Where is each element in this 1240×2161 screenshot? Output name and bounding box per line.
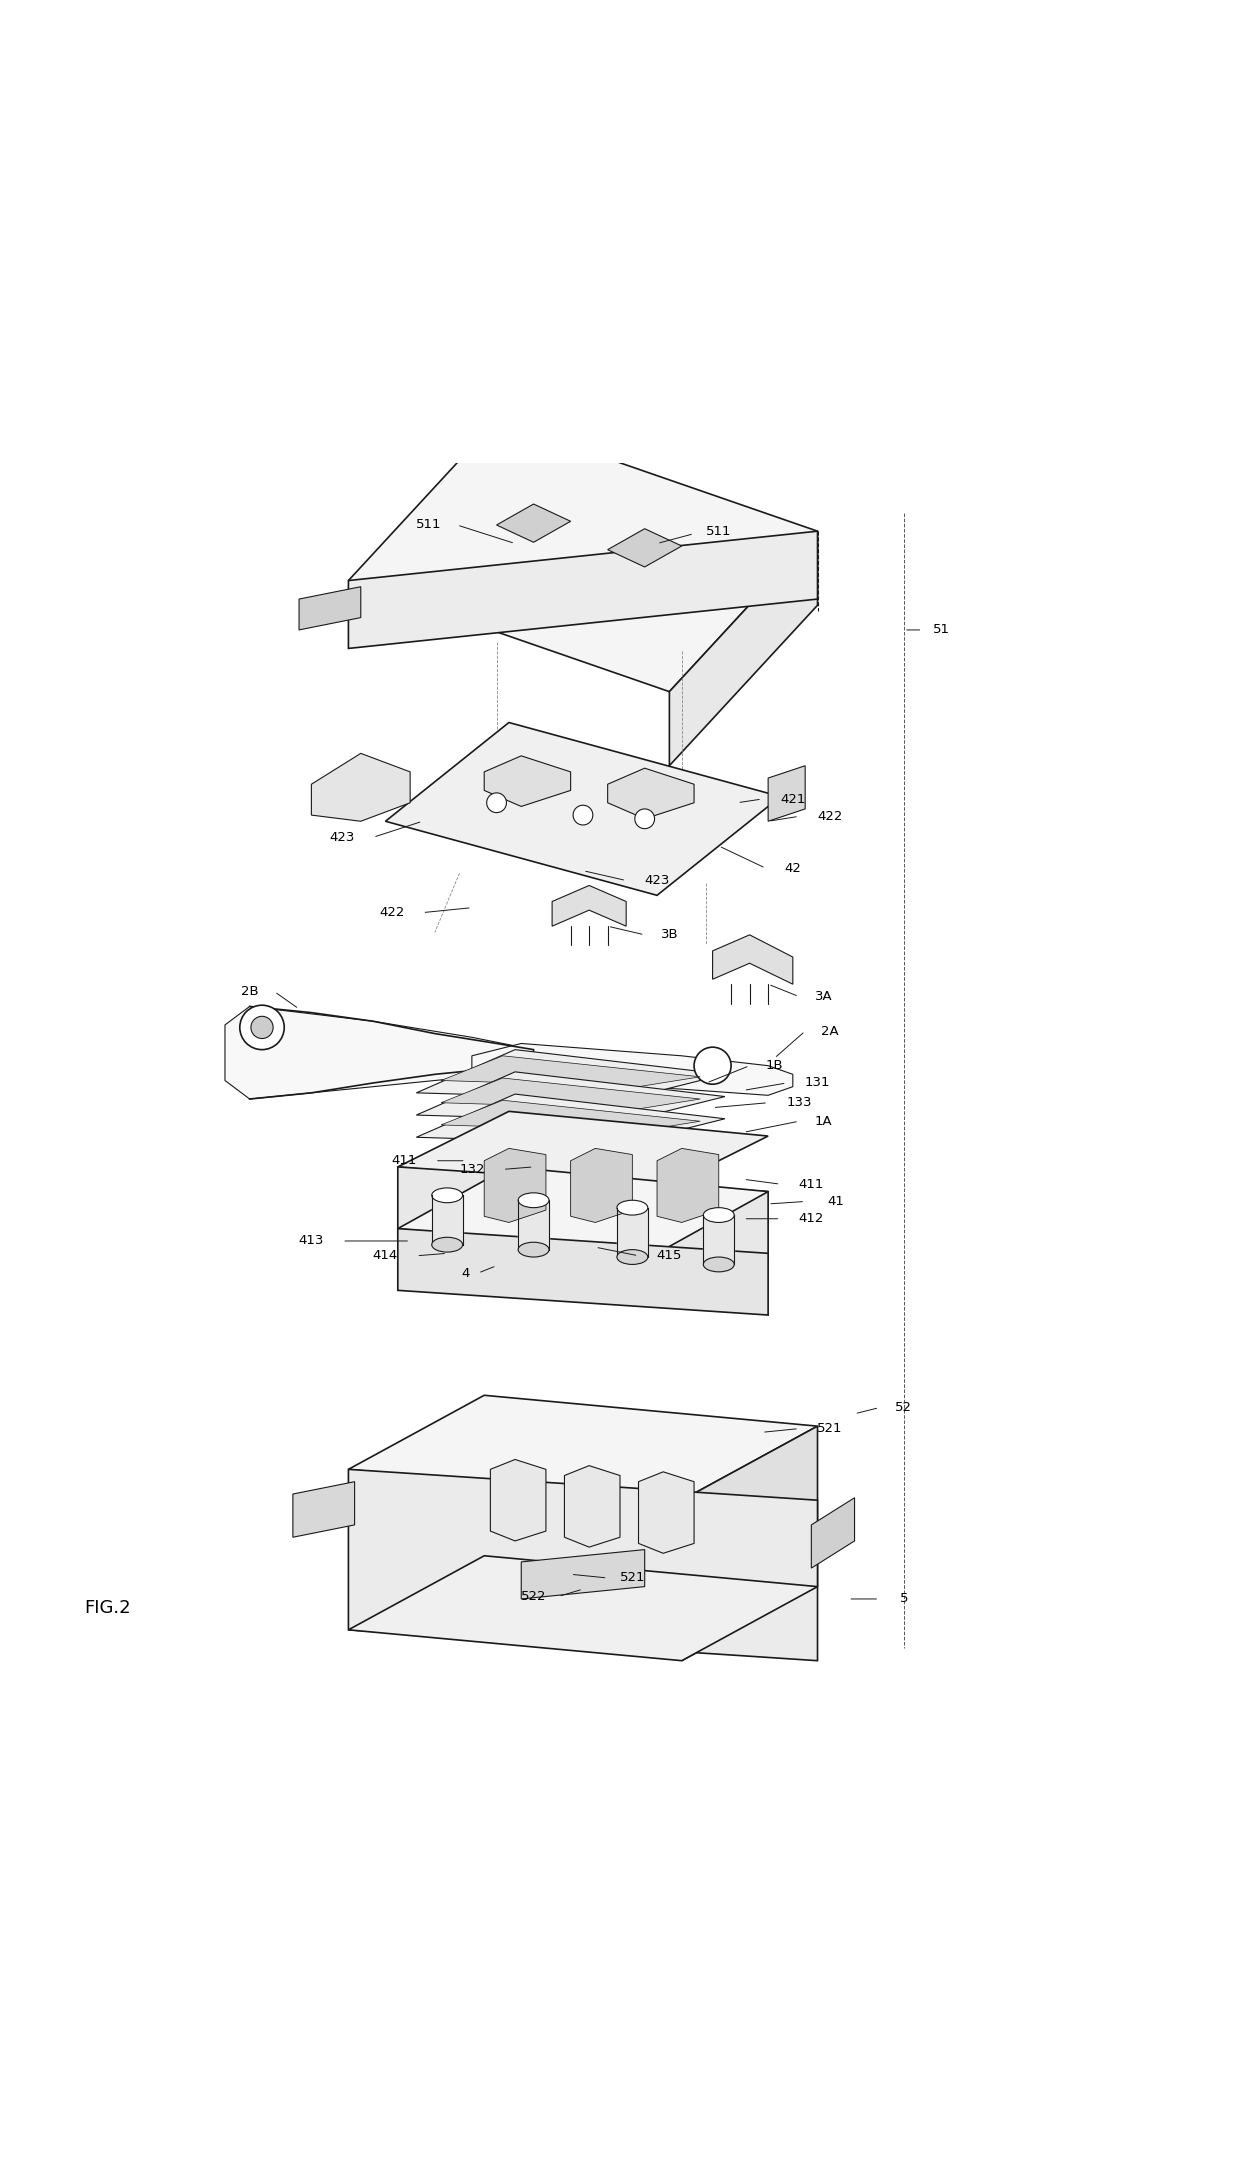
Text: 521: 521 (620, 1571, 645, 1584)
Text: 133: 133 (786, 1096, 812, 1109)
Polygon shape (472, 1044, 792, 1096)
Circle shape (250, 1016, 273, 1039)
Text: 422: 422 (817, 810, 842, 823)
Polygon shape (311, 754, 410, 821)
Polygon shape (608, 767, 694, 819)
Text: 132: 132 (459, 1163, 485, 1176)
Text: 423: 423 (645, 873, 670, 886)
Polygon shape (570, 1147, 632, 1223)
Polygon shape (484, 756, 570, 806)
Text: 411: 411 (799, 1178, 825, 1191)
Polygon shape (417, 1072, 725, 1122)
Circle shape (635, 808, 655, 828)
Text: 4: 4 (461, 1266, 470, 1279)
Ellipse shape (618, 1249, 647, 1264)
Text: 422: 422 (379, 905, 404, 918)
Circle shape (486, 793, 506, 813)
Text: 1A: 1A (815, 1115, 832, 1128)
Ellipse shape (432, 1238, 463, 1251)
Circle shape (239, 1005, 284, 1050)
Circle shape (573, 806, 593, 826)
Polygon shape (417, 1093, 725, 1143)
Text: 522: 522 (521, 1590, 547, 1603)
Polygon shape (398, 1167, 768, 1253)
Polygon shape (348, 1396, 817, 1500)
Text: 414: 414 (373, 1249, 398, 1262)
Text: 3B: 3B (661, 929, 678, 942)
Text: 521: 521 (817, 1422, 843, 1435)
Text: 411: 411 (392, 1154, 417, 1167)
Polygon shape (398, 1167, 768, 1260)
Polygon shape (552, 886, 626, 927)
Text: 3A: 3A (815, 990, 832, 1003)
Text: 421: 421 (780, 793, 806, 806)
Polygon shape (703, 1214, 734, 1264)
Polygon shape (348, 419, 817, 692)
Polygon shape (518, 1199, 549, 1249)
Circle shape (694, 1048, 732, 1085)
Polygon shape (398, 1111, 768, 1191)
Ellipse shape (618, 1199, 647, 1214)
Polygon shape (417, 1050, 725, 1100)
Polygon shape (768, 765, 805, 821)
Polygon shape (657, 1147, 719, 1223)
Text: 52: 52 (895, 1400, 913, 1413)
Text: 415: 415 (657, 1249, 682, 1262)
Ellipse shape (518, 1243, 549, 1258)
Text: 131: 131 (805, 1076, 831, 1089)
Polygon shape (521, 1549, 645, 1599)
Text: 1B: 1B (765, 1059, 784, 1072)
Ellipse shape (703, 1208, 734, 1223)
Text: 412: 412 (799, 1212, 825, 1225)
Polygon shape (299, 588, 361, 629)
Text: 423: 423 (330, 830, 355, 843)
Text: 511: 511 (415, 519, 441, 532)
Polygon shape (484, 1147, 546, 1223)
Text: 41: 41 (827, 1195, 844, 1208)
Polygon shape (398, 1230, 768, 1316)
Text: FIG.2: FIG.2 (84, 1599, 131, 1616)
Polygon shape (496, 504, 570, 542)
Polygon shape (441, 1078, 701, 1109)
Polygon shape (490, 1459, 546, 1541)
Ellipse shape (518, 1193, 549, 1208)
Polygon shape (670, 532, 817, 765)
Text: 511: 511 (706, 525, 732, 538)
Text: 413: 413 (299, 1234, 324, 1247)
Polygon shape (441, 1057, 701, 1087)
Polygon shape (432, 1195, 463, 1245)
Text: 2B: 2B (241, 985, 258, 998)
Polygon shape (682, 1426, 817, 1660)
Polygon shape (348, 1469, 817, 1660)
Polygon shape (811, 1498, 854, 1569)
Text: 51: 51 (932, 622, 950, 637)
Polygon shape (639, 1472, 694, 1554)
Polygon shape (618, 1208, 647, 1258)
Polygon shape (564, 1465, 620, 1547)
Polygon shape (224, 1007, 533, 1100)
Text: 2A: 2A (821, 1024, 838, 1037)
Text: 42: 42 (785, 862, 801, 875)
Ellipse shape (703, 1258, 734, 1273)
Polygon shape (348, 1556, 817, 1660)
Polygon shape (386, 722, 780, 895)
Polygon shape (441, 1100, 701, 1130)
Polygon shape (348, 532, 817, 648)
Polygon shape (608, 529, 682, 566)
Polygon shape (713, 936, 792, 983)
Polygon shape (293, 1482, 355, 1536)
Text: 5: 5 (900, 1593, 908, 1606)
Ellipse shape (432, 1189, 463, 1204)
